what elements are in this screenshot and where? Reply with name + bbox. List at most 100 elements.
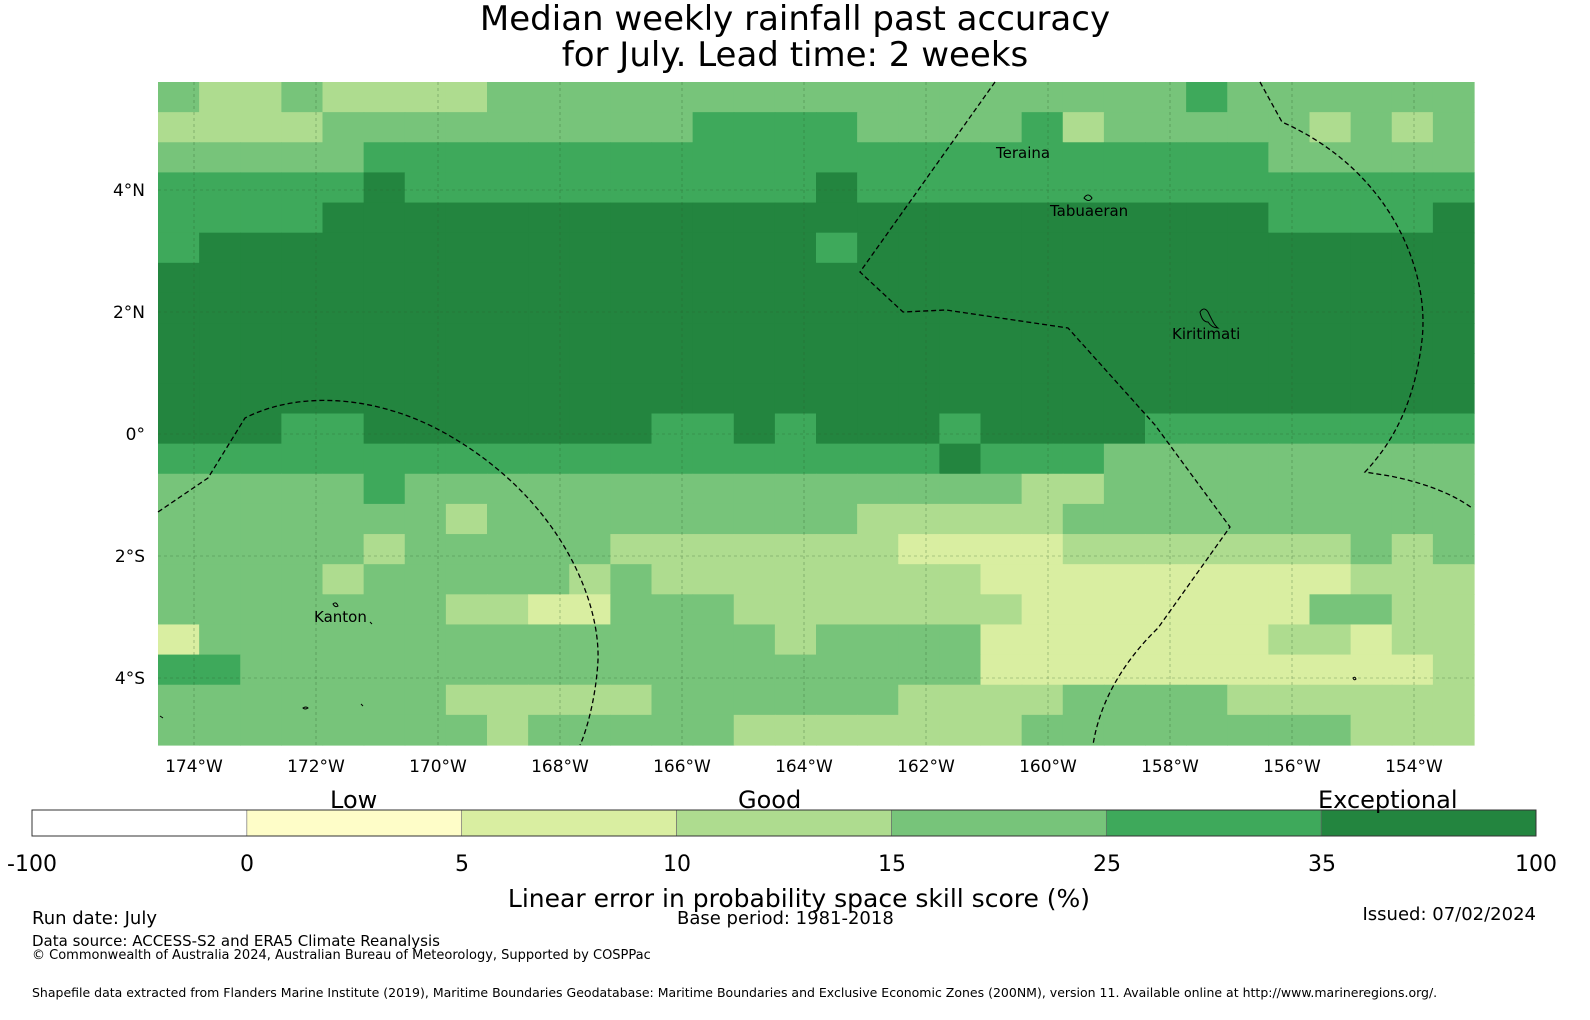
skill-cell: [651, 443, 694, 475]
colorbar-title: Linear error in probability space skill …: [507, 884, 1091, 913]
skill-cell: [1350, 142, 1393, 174]
skill-cell: [939, 292, 982, 324]
skill-cell: [857, 443, 899, 475]
skill-cell: [1350, 684, 1393, 716]
skill-cell: [281, 624, 324, 656]
skill-cell: [651, 473, 694, 505]
skill-cell: [1186, 473, 1228, 505]
skill-cell: [857, 82, 899, 113]
skill-cell: [1186, 443, 1228, 475]
skill-cell: [404, 142, 447, 174]
skill-cell: [199, 594, 241, 626]
skill-cell: [404, 473, 447, 505]
skill-cell: [199, 383, 241, 415]
skill-cell: [857, 353, 899, 384]
skill-cell: [651, 503, 694, 535]
skill-cell: [487, 564, 529, 595]
skill-cell: [733, 82, 776, 113]
skill-cell: [898, 624, 940, 656]
skill-cell: [816, 232, 858, 264]
skill-cell: [1268, 383, 1311, 415]
skill-cell: [1432, 684, 1475, 716]
skill-cell: [1432, 112, 1475, 143]
skill-cell: [199, 292, 241, 324]
skill-cell: [1268, 323, 1311, 354]
skill-cell: [487, 714, 529, 746]
skill-cell: [199, 172, 241, 204]
skill-cell: [363, 534, 406, 565]
skill-cell: [610, 202, 653, 234]
skill-cell: [199, 473, 241, 505]
skill-cell: [1062, 142, 1105, 174]
skill-cell: [733, 112, 776, 143]
skill-cell: [651, 383, 694, 415]
skill-cell: [1103, 232, 1146, 264]
skill-cell: [1391, 594, 1434, 626]
skill-cell: [610, 82, 653, 113]
skill-cell: [898, 594, 940, 626]
skill-cell: [1062, 172, 1105, 204]
skill-cell: [363, 172, 406, 204]
skill-cell: [1145, 172, 1187, 204]
skill-cell: [651, 82, 694, 113]
skill-cell: [158, 594, 200, 626]
skill-cell: [1391, 353, 1434, 384]
skill-cell: [1021, 142, 1064, 174]
skill-cell: [487, 413, 529, 445]
skill-cell: [1309, 202, 1352, 234]
skill-cell: [1227, 323, 1269, 354]
skill-cell: [1145, 534, 1187, 565]
skill-cell: [898, 353, 940, 384]
skill-cell: [363, 473, 406, 505]
skill-cell: [1186, 262, 1228, 294]
skill-cell: [1062, 534, 1105, 565]
skill-cell: [363, 353, 406, 384]
skill-cell: [939, 503, 982, 535]
skill-cell: [240, 142, 282, 174]
legend-label-exceptional: Exceptional: [1318, 786, 1458, 814]
skill-cell: [1268, 624, 1311, 656]
skill-cell: [939, 714, 982, 746]
skill-cell: [1391, 262, 1434, 294]
skill-cell: [1062, 353, 1105, 384]
skill-cell: [404, 684, 447, 716]
skill-cell: [1432, 564, 1475, 595]
skill-cell: [445, 232, 488, 264]
skill-cell: [980, 82, 1023, 113]
skill-cell: [528, 232, 570, 264]
skill-cell: [1268, 232, 1311, 264]
skill-cell: [1432, 473, 1475, 505]
skill-cell: [158, 443, 200, 475]
skill-cell: [363, 202, 406, 234]
skill-cell: [199, 232, 241, 264]
skill-cell: [1309, 624, 1352, 656]
skill-cell: [857, 413, 899, 445]
skill-cell: [816, 202, 858, 234]
skill-cell: [1021, 323, 1064, 354]
skill-cell: [1145, 624, 1187, 656]
skill-cell: [1309, 594, 1352, 626]
skill-cell: [1186, 112, 1228, 143]
skill-cell: [1186, 142, 1228, 174]
islet-2: [1352, 676, 1357, 681]
skill-cell: [569, 112, 611, 143]
skill-cell: [1309, 564, 1352, 595]
skill-cell: [898, 443, 940, 475]
skill-cell: [569, 473, 611, 505]
skill-cell: [445, 654, 488, 686]
skill-cell: [445, 202, 488, 234]
skill-cell: [404, 202, 447, 234]
skill-cell: [322, 82, 365, 113]
skill-cell: [651, 564, 694, 595]
skill-cell: [1350, 172, 1393, 204]
skill-cell: [1350, 292, 1393, 324]
skill-cell: [857, 473, 899, 505]
shapefile-credit: Shapefile data extracted from Flanders M…: [32, 985, 1438, 1000]
skill-cell: [1391, 232, 1434, 264]
skill-cell: [445, 82, 488, 113]
skill-cell: [1268, 473, 1311, 505]
skill-cell: [1103, 112, 1146, 143]
skill-cell: [1268, 714, 1311, 746]
skill-cell: [158, 564, 200, 595]
skill-cell: [939, 172, 982, 204]
